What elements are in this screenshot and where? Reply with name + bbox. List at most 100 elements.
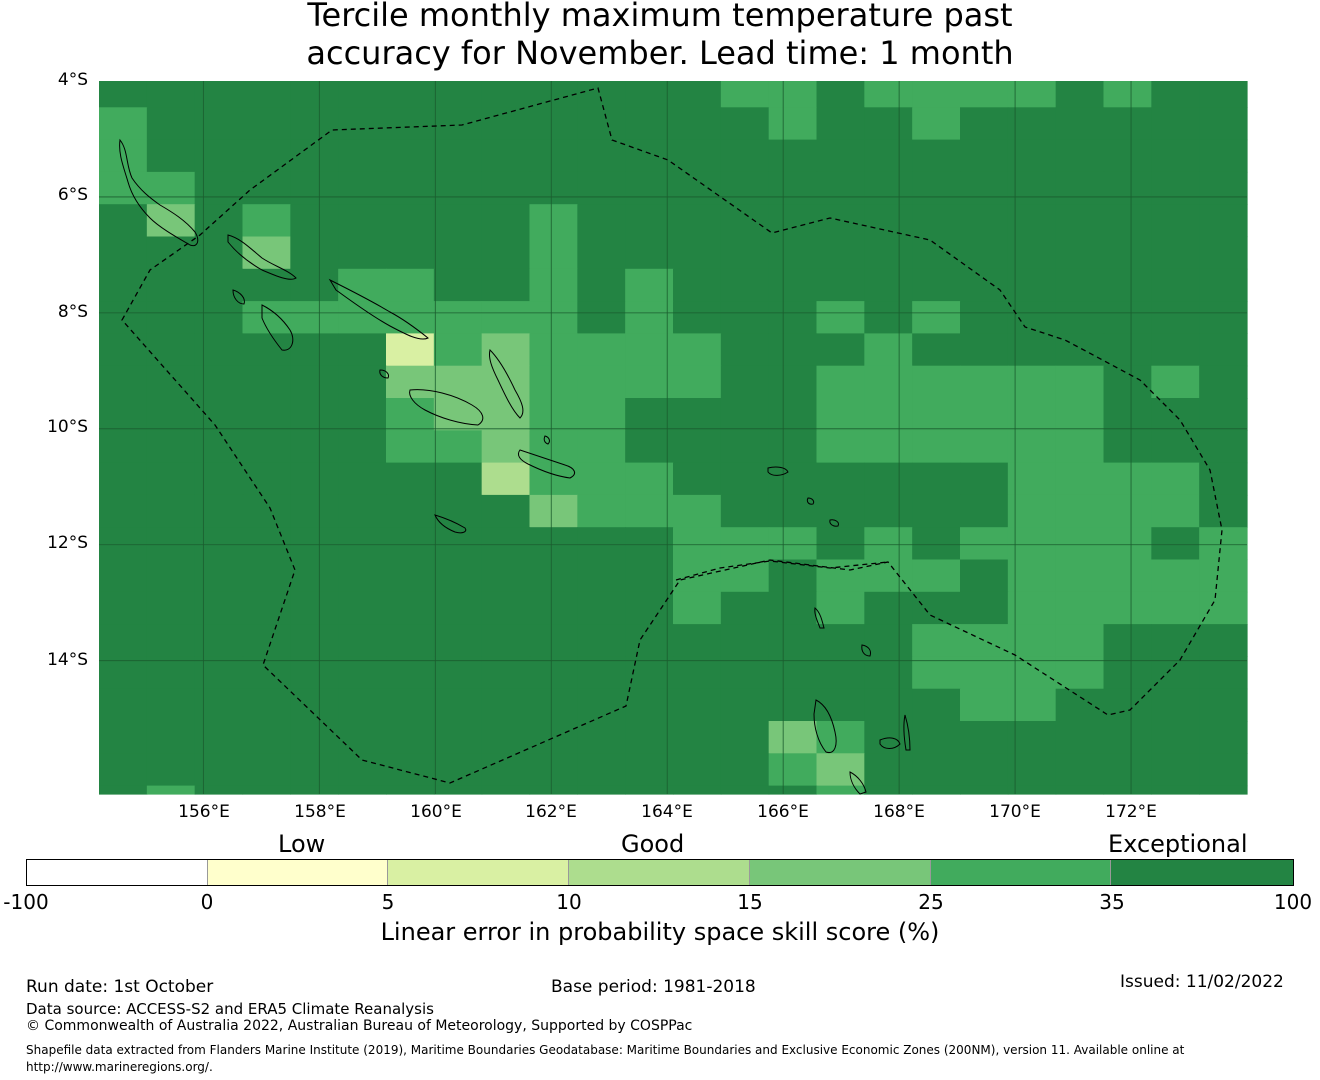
skill-cell xyxy=(673,81,722,108)
skill-cell xyxy=(625,365,674,399)
skill-cell xyxy=(1007,398,1057,431)
skill-cell xyxy=(386,494,435,528)
skill-cell xyxy=(864,236,913,270)
skill-cell xyxy=(673,559,722,593)
skill-cell xyxy=(864,785,913,795)
skill-cell xyxy=(960,721,1009,754)
skill-cell xyxy=(1103,721,1152,754)
skill-cell xyxy=(338,236,387,270)
skill-cell xyxy=(673,171,722,205)
skill-cell xyxy=(194,656,244,690)
skill-cell xyxy=(912,688,961,722)
skill-cell xyxy=(290,753,339,787)
skill-cell xyxy=(433,139,483,173)
skill-cell xyxy=(960,301,1009,334)
skill-cell xyxy=(1103,624,1152,657)
colorbar-segment xyxy=(569,860,750,885)
skill-cell xyxy=(386,721,435,754)
skill-cell xyxy=(577,559,626,593)
skill-cell xyxy=(194,624,244,657)
skill-cell xyxy=(720,753,770,787)
skill-cell xyxy=(242,624,291,657)
skill-cell xyxy=(1055,333,1105,367)
colorbar-tick-label: 15 xyxy=(737,890,763,914)
coastline-makira xyxy=(517,449,576,479)
skill-cell xyxy=(1055,688,1105,722)
skill-cell xyxy=(912,721,961,754)
skill-cell xyxy=(1151,204,1200,238)
skill-cell xyxy=(960,559,1009,593)
skill-cell xyxy=(99,107,148,141)
lat-label: 8°S xyxy=(57,302,88,322)
skill-cell xyxy=(338,398,387,431)
skill-cell xyxy=(99,333,148,367)
skill-cell xyxy=(194,365,244,399)
skill-cell xyxy=(529,171,578,205)
skill-cell xyxy=(146,624,196,657)
skill-cell xyxy=(816,301,865,334)
lon-label: 166°E xyxy=(757,802,809,822)
skill-cell xyxy=(864,268,913,302)
skill-cell xyxy=(1055,656,1105,690)
skill-cell xyxy=(1151,688,1200,722)
skill-cell xyxy=(529,301,578,334)
skill-cell xyxy=(242,398,291,431)
skill-cell xyxy=(577,591,626,625)
skill-cell xyxy=(673,785,722,795)
skill-cell xyxy=(1103,81,1152,108)
skill-cell xyxy=(720,204,770,238)
skill-cell xyxy=(290,171,339,205)
skill-cell xyxy=(1199,462,1248,496)
skill-cell xyxy=(625,430,674,464)
skill-cell xyxy=(146,333,196,367)
skill-cell xyxy=(290,139,339,173)
skill-cell xyxy=(433,721,483,754)
skill-cell xyxy=(960,139,1009,173)
skill-cell xyxy=(768,301,818,334)
skill-cell xyxy=(864,171,913,205)
skill-cell xyxy=(1151,171,1200,205)
skill-cell xyxy=(290,365,339,399)
skill-cell xyxy=(386,688,435,722)
skill-cell xyxy=(864,107,913,141)
skill-cell xyxy=(338,171,387,205)
skill-cell xyxy=(1055,624,1105,657)
skill-cell xyxy=(1151,591,1200,625)
skill-cell xyxy=(960,462,1009,496)
skill-cell xyxy=(960,204,1009,238)
skill-cell xyxy=(242,236,291,270)
skill-cell xyxy=(720,494,770,528)
skill-cell xyxy=(912,365,961,399)
skill-cell xyxy=(194,301,244,334)
skill-cell xyxy=(1199,333,1248,367)
skill-cell xyxy=(529,753,578,787)
skill-cell xyxy=(720,624,770,657)
skill-cell xyxy=(242,81,291,108)
skill-cell xyxy=(625,785,674,795)
skill-cell xyxy=(1199,527,1248,561)
skill-cell xyxy=(290,333,339,367)
skill-cell xyxy=(1055,236,1105,270)
coastline-santa-cruz xyxy=(767,466,789,476)
skill-cell xyxy=(481,365,531,399)
skill-cell xyxy=(529,204,578,238)
skill-cell xyxy=(816,81,865,108)
skill-cell xyxy=(529,139,578,173)
skill-cell xyxy=(1103,753,1152,787)
skill-cell xyxy=(720,688,770,722)
skill-cell xyxy=(816,107,865,141)
skill-cell xyxy=(673,365,722,399)
skill-cell xyxy=(673,204,722,238)
colorbar-tick-label: 0 xyxy=(200,890,214,914)
skill-cell xyxy=(577,171,626,205)
skill-cell xyxy=(386,171,435,205)
skill-cell xyxy=(912,753,961,787)
skill-cell xyxy=(1055,81,1105,108)
skill-cell xyxy=(960,81,1009,108)
category-label-good: Good xyxy=(621,830,685,858)
skill-cell xyxy=(673,591,722,625)
skill-cell xyxy=(816,559,865,593)
skill-cell xyxy=(99,527,148,561)
skill-cell xyxy=(1199,365,1248,399)
skill-cell xyxy=(386,591,435,625)
